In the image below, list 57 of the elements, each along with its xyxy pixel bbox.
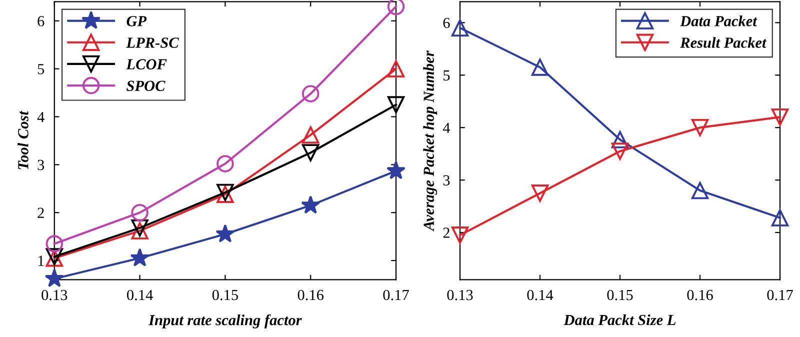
point xyxy=(771,108,789,126)
legend-label: SPOC xyxy=(126,80,166,92)
y-tick-label: 2 xyxy=(38,208,44,218)
y-tick-label: 4 xyxy=(37,112,44,122)
point xyxy=(46,235,64,252)
point xyxy=(302,126,320,144)
y-tick-label: 2 xyxy=(443,228,450,238)
y-tick-label: 1 xyxy=(38,256,44,266)
x-tick-label: 0.17 xyxy=(383,290,409,300)
x-tick-label: 0.17 xyxy=(767,290,793,300)
y-tick-label: 4 xyxy=(442,122,450,133)
point xyxy=(771,209,789,226)
x-tick-label: 0.16 xyxy=(298,290,324,300)
y-axis-title: Average Packet hop Number xyxy=(423,50,438,232)
x-tick-label: 0.16 xyxy=(687,290,713,300)
point xyxy=(44,268,64,288)
point xyxy=(611,131,629,148)
point xyxy=(611,142,629,160)
x-tick-label: 0.15 xyxy=(607,290,633,300)
point xyxy=(691,118,709,136)
point xyxy=(451,19,469,37)
x-tick-label: 0.14 xyxy=(527,290,554,300)
point xyxy=(131,219,148,237)
point xyxy=(302,85,320,102)
point xyxy=(302,144,320,162)
point xyxy=(216,155,234,172)
x-axis-title: Data Packt Size L xyxy=(564,314,676,326)
y-tick-label: 6 xyxy=(443,18,450,28)
point xyxy=(451,226,469,244)
x-tick-label: 0.15 xyxy=(212,290,238,300)
point xyxy=(531,184,549,202)
point xyxy=(131,204,148,222)
point xyxy=(130,248,150,266)
point xyxy=(531,58,549,76)
x-axis-title: Input rate scaling factor xyxy=(148,314,302,328)
y-tick-label: 3 xyxy=(443,175,450,186)
legend-label: Data Packet xyxy=(680,16,758,26)
point xyxy=(216,224,235,242)
y-tick-label: 6 xyxy=(38,16,44,26)
legend-label: GP xyxy=(126,16,147,26)
point xyxy=(691,182,709,200)
point xyxy=(387,96,405,114)
point xyxy=(131,222,148,240)
point xyxy=(387,60,405,78)
x-tick-label: 0.13 xyxy=(447,290,473,300)
x-tick-label: 0.14 xyxy=(127,290,153,300)
point xyxy=(387,0,405,16)
y-axis-title: Tool Cost xyxy=(18,110,28,170)
point xyxy=(301,195,320,214)
y-tick-label: 3 xyxy=(38,160,44,170)
y-tick-label: 5 xyxy=(38,64,44,74)
legend-label: LPR-SC xyxy=(126,38,179,48)
legend-label: Result Packet xyxy=(680,37,767,48)
point xyxy=(386,160,406,180)
x-tick-label: 0.13 xyxy=(42,290,68,300)
y-tick-label: 5 xyxy=(444,70,450,81)
legend-label: LCOF xyxy=(126,59,167,70)
